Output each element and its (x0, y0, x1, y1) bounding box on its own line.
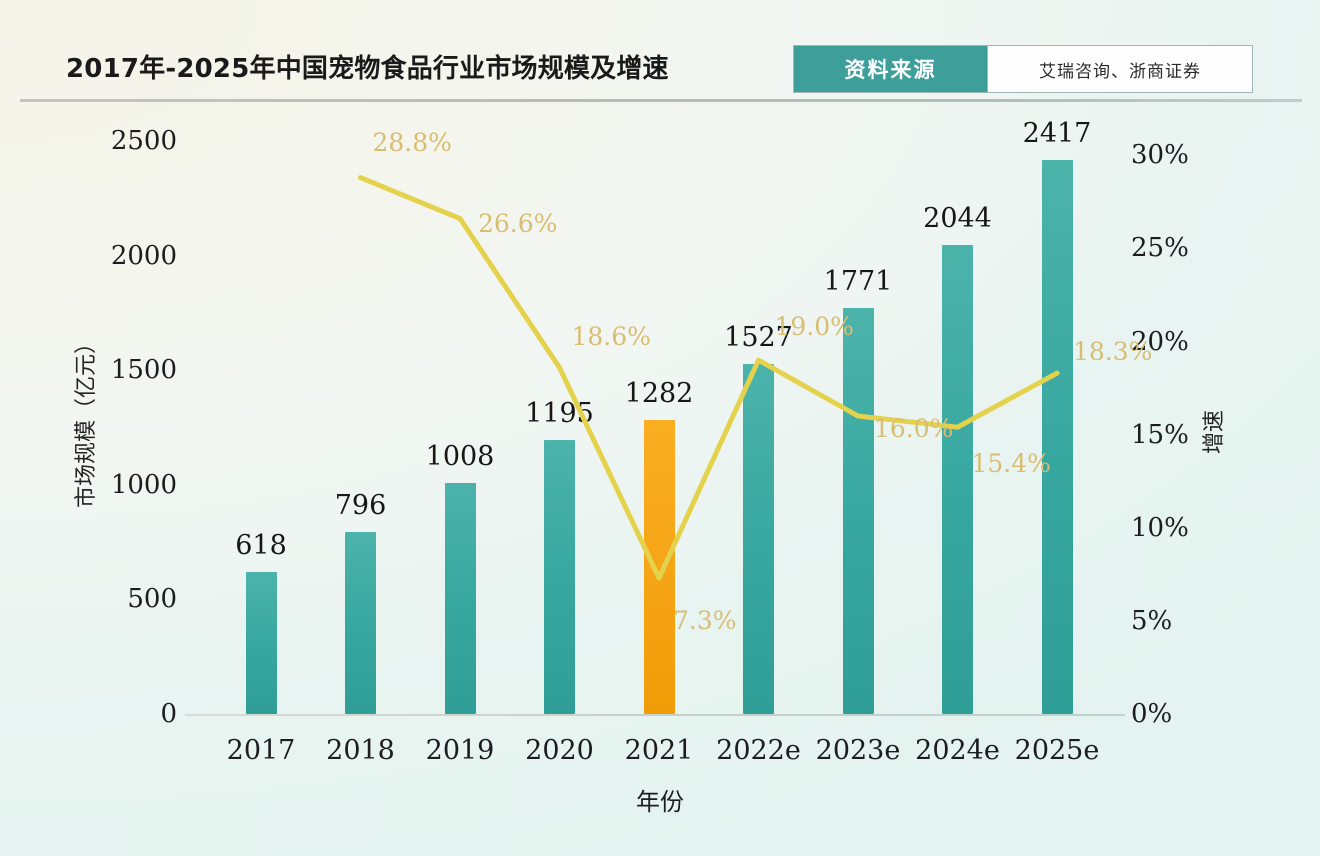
x-tick-2019: 2019 (425, 735, 495, 766)
bar-value-label-2025e: 2417 (1022, 117, 1092, 149)
x-axis-label: 年份 (636, 788, 684, 816)
growth-label-2024e: 15.4% (971, 449, 1051, 479)
growth-label-2025e: 18.3% (1073, 337, 1153, 367)
bar-2020[interactable] (544, 440, 575, 714)
y-tick-left-2000: 2000 (110, 240, 177, 271)
bar-2017[interactable] (245, 572, 277, 714)
bar-2022e[interactable] (743, 363, 774, 714)
x-axis-line (185, 714, 1125, 716)
growth-label-2018: 28.8% (372, 127, 452, 157)
y-tick-right-20pct: 20% (1131, 326, 1189, 357)
x-tick-2022e: 2022e (716, 735, 801, 766)
growth-label-2023e: 16.0% (874, 414, 954, 443)
y-tick-left-2500: 2500 (110, 125, 177, 156)
chart-header: 2017年-2025年中国宠物食品行业市场规模及增速 资料来源 艾瑞咨询、浙商证… (0, 0, 1320, 104)
bar-value-label-2022e: 1527 (724, 321, 793, 353)
y-tick-right-5pct: 5% (1131, 605, 1173, 636)
bar-2024e[interactable] (942, 245, 973, 714)
x-tick-2020: 2020 (525, 735, 594, 766)
source-label: 资料来源 (794, 46, 987, 92)
bar-2023e[interactable] (842, 308, 874, 714)
growth-line (358, 175, 1060, 581)
bar-value-label-2017: 618 (235, 530, 287, 562)
source-badge: 资料来源 艾瑞咨询、浙商证券 (793, 45, 1253, 93)
x-tick-2025e: 2025e (1014, 735, 1100, 766)
x-tick-2023e: 2023e (815, 735, 901, 766)
growth-label-2022e: 19.0% (774, 312, 854, 342)
title-divider (20, 99, 1302, 102)
bar-2019[interactable] (444, 482, 476, 714)
source-value: 艾瑞咨询、浙商证券 (987, 46, 1252, 92)
bar-2025e[interactable] (1041, 159, 1073, 714)
y-tick-right-30pct: 30% (1131, 140, 1189, 171)
bar-2021[interactable] (643, 420, 675, 714)
x-tick-2021: 2021 (624, 735, 694, 766)
growth-label-2021: 7.3% (673, 606, 737, 636)
y-tick-left-0: 0 (160, 699, 177, 729)
bar-value-label-2021: 1282 (624, 378, 694, 410)
growth-label-2020: 18.6% (571, 321, 651, 351)
y-tick-right-15pct: 15% (1131, 419, 1189, 450)
page-title: 2017年-2025年中国宠物食品行业市场规模及增速 (66, 54, 669, 84)
bar-value-label-2023e: 1771 (823, 266, 893, 298)
y-tick-right-0pct: 0% (1131, 699, 1173, 729)
x-tick-2017: 2017 (226, 735, 296, 766)
growth-label-2019: 26.6% (478, 208, 558, 238)
y-tick-left-1500: 1500 (110, 355, 177, 386)
x-tick-2024e: 2024e (915, 735, 1000, 766)
bar-value-label-2024e: 2044 (923, 203, 992, 235)
y-tick-left-1000: 1000 (110, 469, 177, 500)
bar-2018[interactable] (345, 531, 376, 714)
y-tick-right-25pct: 25% (1131, 233, 1189, 264)
bar-value-label-2019: 1008 (425, 440, 495, 472)
x-tick-2018: 2018 (326, 735, 395, 766)
y-tick-right-10pct: 10% (1131, 512, 1189, 543)
bar-value-label-2018: 796 (334, 489, 387, 521)
y-tick-left-500: 500 (127, 584, 177, 615)
